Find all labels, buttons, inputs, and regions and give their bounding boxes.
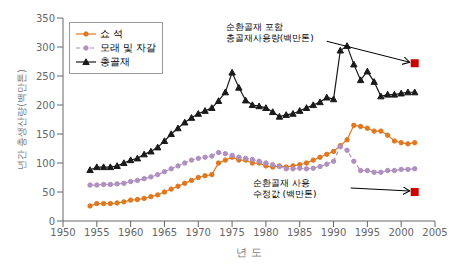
svg-text:2005: 2005: [422, 227, 447, 238]
html-text:쇼 석: 쇼 석: [100, 28, 124, 39]
svg-text:150: 150: [36, 129, 55, 140]
svg-text:1950: 1950: [50, 227, 75, 238]
svg-text:250: 250: [36, 71, 55, 82]
svg-text:순환골재 사용수정값 (백만톤): 순환골재 사용수정값 (백만톤): [253, 178, 317, 199]
svg-text:1995: 1995: [355, 227, 380, 238]
svg-text:1970: 1970: [186, 227, 211, 238]
svg-text:1955: 1955: [84, 227, 109, 238]
svg-text:년간 총생산량(백만톤): 년간 총생산량(백만톤): [16, 69, 27, 170]
svg-text:300: 300: [36, 42, 55, 53]
svg-text:100: 100: [36, 158, 55, 169]
svg-text:50: 50: [42, 187, 55, 198]
svg-text:2000: 2000: [388, 227, 413, 238]
svg-text:350: 350: [36, 13, 55, 24]
svg-text:순환골재 포함총골재사용량(백만톤): 순환골재 포함총골재사용량(백만톤): [226, 22, 314, 43]
svg-text:1985: 1985: [287, 227, 312, 238]
svg-text:년 도: 년 도: [236, 246, 262, 259]
svg-text:200: 200: [36, 100, 55, 111]
svg-text:1975: 1975: [219, 227, 244, 238]
svg-text:0: 0: [49, 216, 55, 227]
html-text:모래 및 자갈: 모래 및 자갈: [100, 42, 157, 53]
svg-text:1960: 1960: [118, 227, 143, 238]
svg-text:1980: 1980: [253, 227, 278, 238]
svg-text:1965: 1965: [152, 227, 177, 238]
html-text:총골재: 총골재: [100, 56, 130, 67]
svg-text:1990: 1990: [321, 227, 346, 238]
